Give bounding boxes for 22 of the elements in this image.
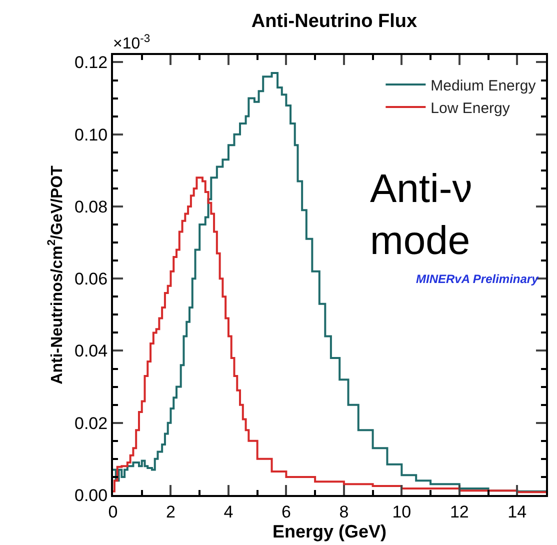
- x-tick-label: 10: [392, 502, 412, 522]
- x-tick-label: 2: [166, 502, 176, 522]
- x-axis-title: Energy (GeV): [272, 521, 387, 542]
- y-tick-label: 0.06: [74, 270, 108, 289]
- x-tick-label: 0: [108, 502, 118, 522]
- text: ×10$^{-3}$: [113, 33, 150, 53]
- x-tick-label: 14: [508, 502, 527, 522]
- x-tick-label: 12: [450, 502, 469, 522]
- y-tick-label: 0.10: [74, 125, 108, 144]
- annotation: Anti-ν mode: [370, 167, 472, 263]
- x-tick-label: 4: [224, 502, 234, 522]
- y-tick-label: 0.12: [74, 53, 108, 72]
- annotation: MINERvA Preliminary: [416, 272, 540, 286]
- y-tick-label: 0.08: [74, 197, 108, 216]
- y-tick-label: 0.02: [74, 414, 108, 433]
- x-tick-label: 6: [281, 502, 291, 522]
- legend-label: Medium Energy: [430, 77, 536, 94]
- chart-title: Anti-Neutrino Flux: [251, 10, 418, 32]
- legend-label: Low Energy: [430, 100, 510, 117]
- y-tick-label: 0.04: [74, 342, 108, 361]
- y-tick-label: 0.00: [74, 486, 108, 505]
- x-tick-label: 8: [339, 502, 349, 522]
